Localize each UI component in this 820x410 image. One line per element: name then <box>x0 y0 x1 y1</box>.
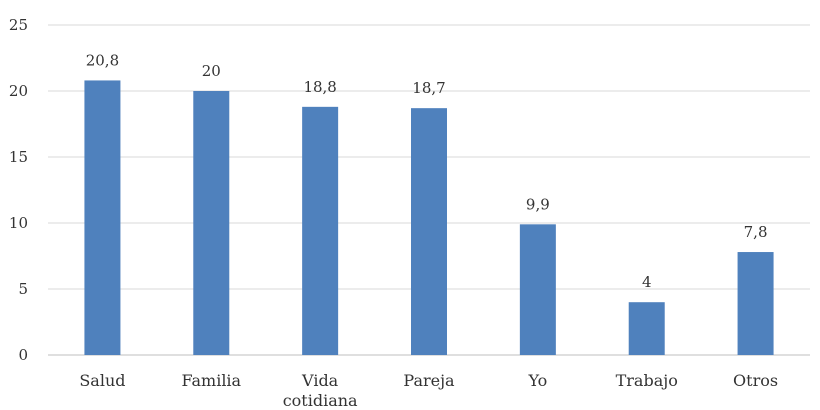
bar-trabajo <box>628 302 665 355</box>
x-category-label: Trabajo <box>616 371 678 390</box>
y-tick-label: 25 <box>9 16 28 34</box>
data-label: 18,8 <box>303 78 336 96</box>
y-tick-label: 0 <box>18 346 28 364</box>
data-label: 9,9 <box>526 195 550 213</box>
data-label: 7,8 <box>744 223 768 241</box>
bar-vida-cotidiana <box>302 106 339 355</box>
bar-yo <box>519 224 556 355</box>
x-category-label: Familia <box>181 371 241 390</box>
x-category-label: Vida cotidiana <box>283 371 358 410</box>
data-label: 20 <box>202 62 221 80</box>
x-category-label: Pareja <box>403 371 455 390</box>
bar-familia <box>193 91 230 355</box>
data-labels: 20,8 20 18,8 18,7 9,9 4 7,8 <box>86 51 768 291</box>
y-tick-label: 15 <box>9 148 28 166</box>
y-axis-tick-labels: 0 5 10 15 20 25 <box>9 16 28 364</box>
bars <box>84 80 774 355</box>
data-label: 20,8 <box>86 51 119 69</box>
data-label: 4 <box>642 273 652 291</box>
x-category-label: Salud <box>79 371 125 390</box>
x-category-label: Otros <box>733 371 778 390</box>
x-category-label: Yo <box>527 371 547 390</box>
y-tick-label: 20 <box>9 82 28 100</box>
bar-salud <box>84 80 121 355</box>
data-label: 18,7 <box>412 79 445 97</box>
bar-pareja <box>411 108 447 355</box>
y-tick-label: 5 <box>18 280 28 298</box>
bar-otros <box>737 252 774 355</box>
x-axis-category-labels: Salud Familia Vida cotidiana Pareja Yo Trabajo… <box>79 371 778 410</box>
y-tick-label: 10 <box>9 214 28 232</box>
